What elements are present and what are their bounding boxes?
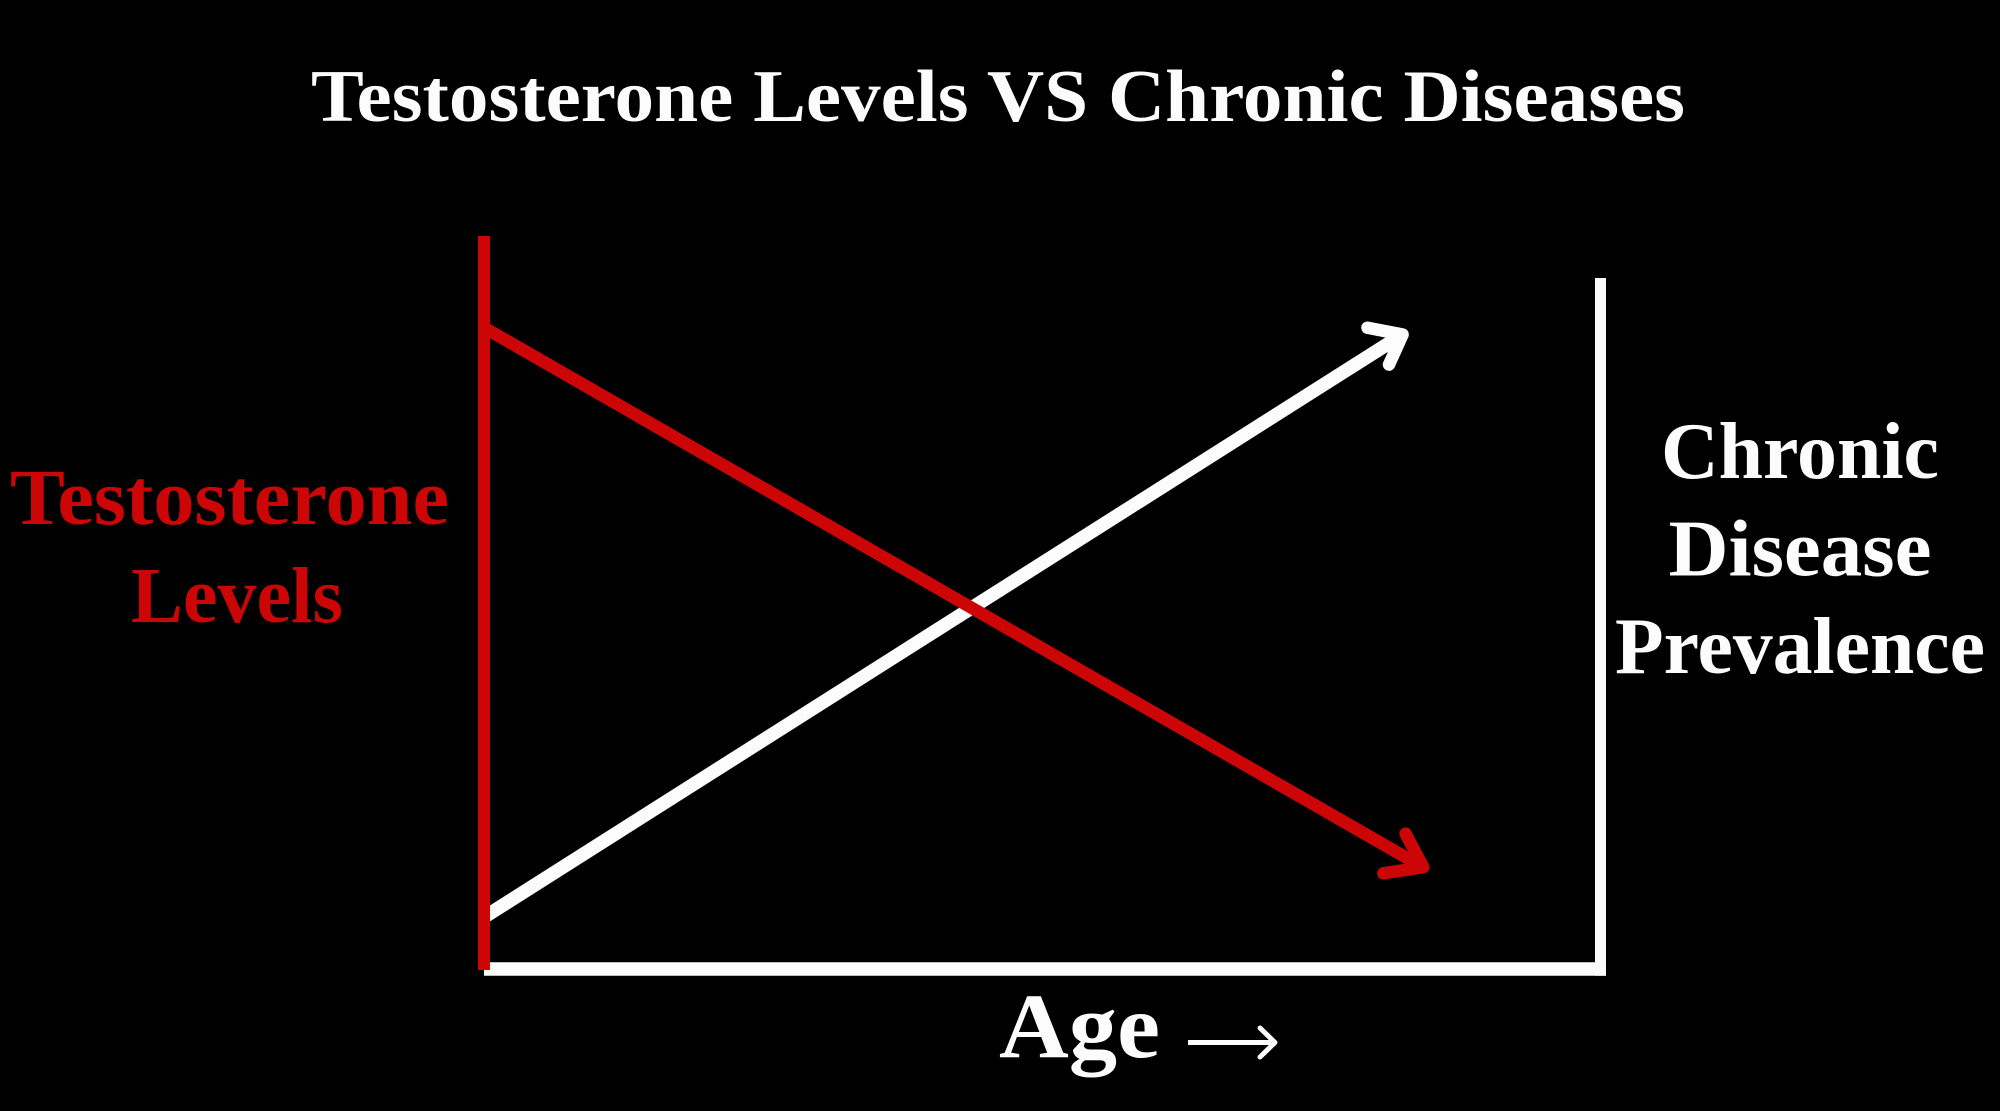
- svg-text:Testosterone Levels VS Chronic: Testosterone Levels VS Chronic Diseases: [311, 56, 1685, 138]
- svg-text:Testosterone: Testosterone: [10, 455, 449, 542]
- svg-text:Chronic: Chronic: [1661, 408, 1939, 496]
- svg-text:Disease: Disease: [1669, 506, 1932, 594]
- svg-text:Prevalence: Prevalence: [1615, 603, 1985, 691]
- svg-text:Levels: Levels: [131, 553, 343, 640]
- svg-text:Age: Age: [999, 975, 1160, 1077]
